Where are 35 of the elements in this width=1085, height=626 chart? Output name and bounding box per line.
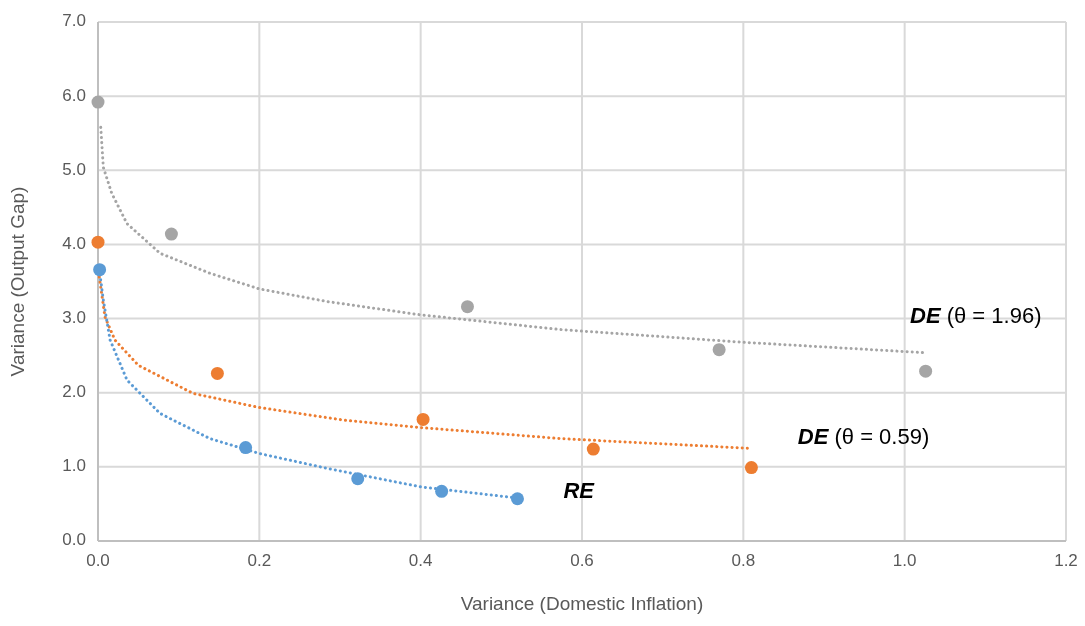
point <box>91 95 105 109</box>
text: RE <box>563 477 596 503</box>
x-tick-label: 0.0 <box>86 551 110 570</box>
point <box>460 300 474 314</box>
x-axis-title: Variance (Domestic Inflation) <box>460 593 704 614</box>
y-tick-label: 4.0 <box>62 233 86 253</box>
point <box>435 484 449 498</box>
point <box>744 461 758 475</box>
point <box>239 441 253 455</box>
point <box>510 492 524 506</box>
y-tick-label: 2.0 <box>62 382 86 402</box>
y-tick-label: 6.0 <box>62 85 86 105</box>
x-tick-label: 0.8 <box>731 551 756 570</box>
point <box>93 263 107 277</box>
point <box>164 227 178 241</box>
text: DE (θ = 0.59) <box>797 424 930 450</box>
y-tick-label: 0.0 <box>62 530 86 550</box>
x-tick-label: 0.4 <box>408 551 433 570</box>
x-tick-label: 0.2 <box>247 551 272 570</box>
y-tick-label: 7.0 <box>62 11 86 31</box>
x-tick-label: 1.0 <box>892 551 917 570</box>
y-tick-label: 3.0 <box>62 308 86 328</box>
point <box>586 442 600 456</box>
y-tick-label: 1.0 <box>62 456 86 476</box>
point <box>416 412 430 426</box>
x-tick-label: 0.6 <box>570 551 594 570</box>
series-label: DE (θ = 1.96) <box>910 302 1042 328</box>
y-axis-title: Variance (Output Gap) <box>7 186 28 377</box>
point <box>351 472 365 486</box>
point <box>210 366 224 380</box>
point <box>919 364 933 378</box>
point <box>712 343 726 357</box>
x-tick-label: 1.2 <box>1054 551 1078 570</box>
point <box>91 235 105 249</box>
y-tick-label: 5.0 <box>62 159 86 179</box>
